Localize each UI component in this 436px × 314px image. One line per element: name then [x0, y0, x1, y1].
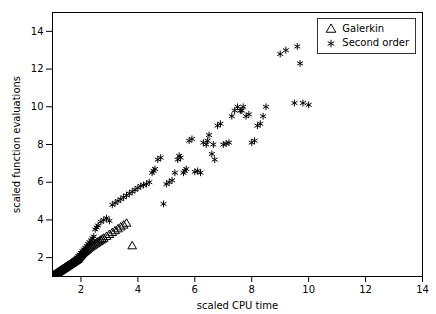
svg-text:4: 4	[37, 214, 43, 225]
svg-text:scaled CPU time: scaled CPU time	[197, 300, 278, 311]
svg-text:12: 12	[359, 284, 372, 295]
svg-text:2: 2	[78, 284, 84, 295]
svg-text:10: 10	[31, 101, 44, 112]
svg-text:6: 6	[192, 284, 198, 295]
svg-text:6: 6	[37, 176, 43, 187]
svg-text:2: 2	[37, 252, 43, 263]
svg-text:8: 8	[37, 139, 43, 150]
html-text:Second order: Second order	[342, 37, 409, 48]
svg-text:14: 14	[31, 26, 44, 37]
svg-text:10: 10	[302, 284, 315, 295]
svg-text:14: 14	[416, 284, 429, 295]
svg-text:8: 8	[249, 284, 255, 295]
html-text:Galerkin: Galerkin	[342, 23, 385, 34]
svg-text:scaled function evaluations: scaled function evaluations	[11, 76, 22, 213]
svg-text:12: 12	[31, 63, 44, 74]
svg-text:4: 4	[135, 284, 141, 295]
